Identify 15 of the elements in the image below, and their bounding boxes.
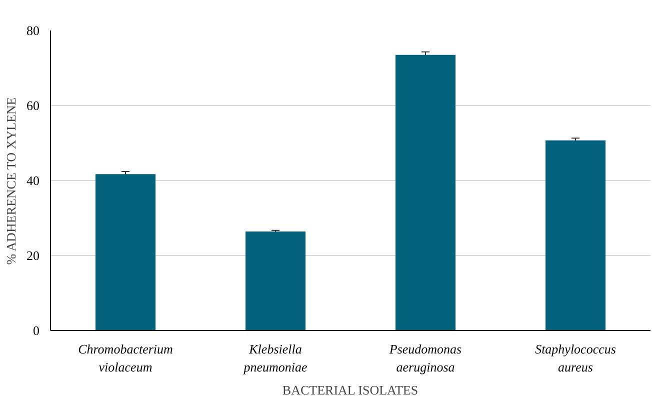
y-tick-label: 80 [26,23,40,38]
bar [246,232,306,330]
x-axis-title: BACTERIAL ISOLATES [282,382,418,398]
y-tick-label: 0 [33,323,40,338]
x-tick-label: Pseudomonas aeruginosa [388,342,462,374]
y-tick-label: 60 [26,98,40,113]
y-tick-label: 40 [26,173,40,188]
x-tick-label: Chromobacterium violaceum [78,342,173,374]
y-axis-title: % ADHERENCE TO XYLENE [4,97,18,265]
x-tick-label: Staphylococcus aureus [535,342,616,374]
bar [96,174,156,330]
bar [546,140,606,330]
y-tick-label: 20 [26,248,40,263]
bar [396,54,456,330]
x-tick-label: Klebsiella pneumoniae [242,342,308,374]
